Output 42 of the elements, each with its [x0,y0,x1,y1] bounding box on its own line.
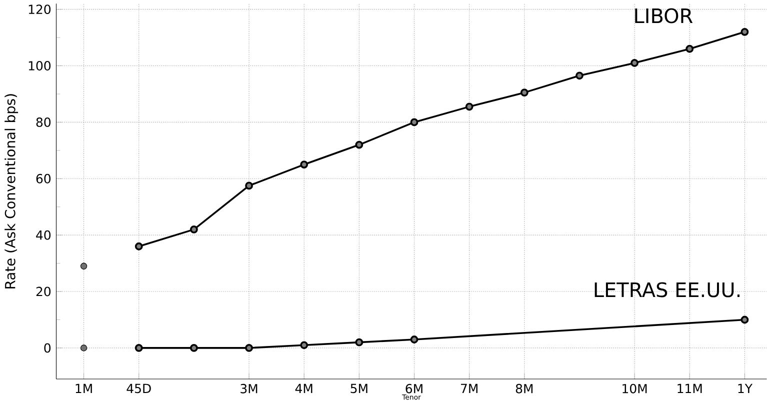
y-tick-label: 40 [36,230,51,240]
point [355,140,364,149]
point [80,262,88,270]
point [300,341,308,349]
y-tick-label: 80 [36,117,51,127]
point [630,58,638,67]
x-tick-label: 1Y [738,384,753,393]
point [740,316,749,324]
point [80,344,88,352]
y-axis-title: Rate (Ask Conventional bps) [4,94,18,288]
x-tick-label: 45D [126,384,151,394]
point [190,344,198,352]
point [410,118,418,126]
series-label: LETRAS EE.UU. [594,282,740,298]
point [686,44,694,53]
x-tick-label: 11M [678,384,702,393]
y-tick-label: 20 [36,286,51,296]
x-tick-label: 7M [460,384,478,393]
point [134,242,143,250]
point [520,88,528,96]
point [576,72,584,80]
x-tick-label: 5M [350,384,368,394]
point [245,182,253,190]
point [355,338,364,346]
y-tick-label: 100 [28,60,51,70]
x-tick-label: 10M [622,384,647,394]
x-tick-label: 8M [516,384,533,394]
x-tick-label: 1M [76,384,92,393]
point [134,344,143,352]
y-tick-label: 120 [28,4,51,14]
point [465,102,474,110]
y-tick-label: 60 [36,174,51,184]
point [410,335,418,344]
point [300,160,308,168]
point [740,28,749,36]
x-tick-label: 6M [406,384,422,394]
y-tick-label: 0 [44,343,51,353]
point [245,344,253,352]
point [190,225,198,234]
x-tick-label: 3M [240,384,258,394]
x-tick-label: 4M [295,384,312,393]
series-label: LIBOR [635,8,693,24]
